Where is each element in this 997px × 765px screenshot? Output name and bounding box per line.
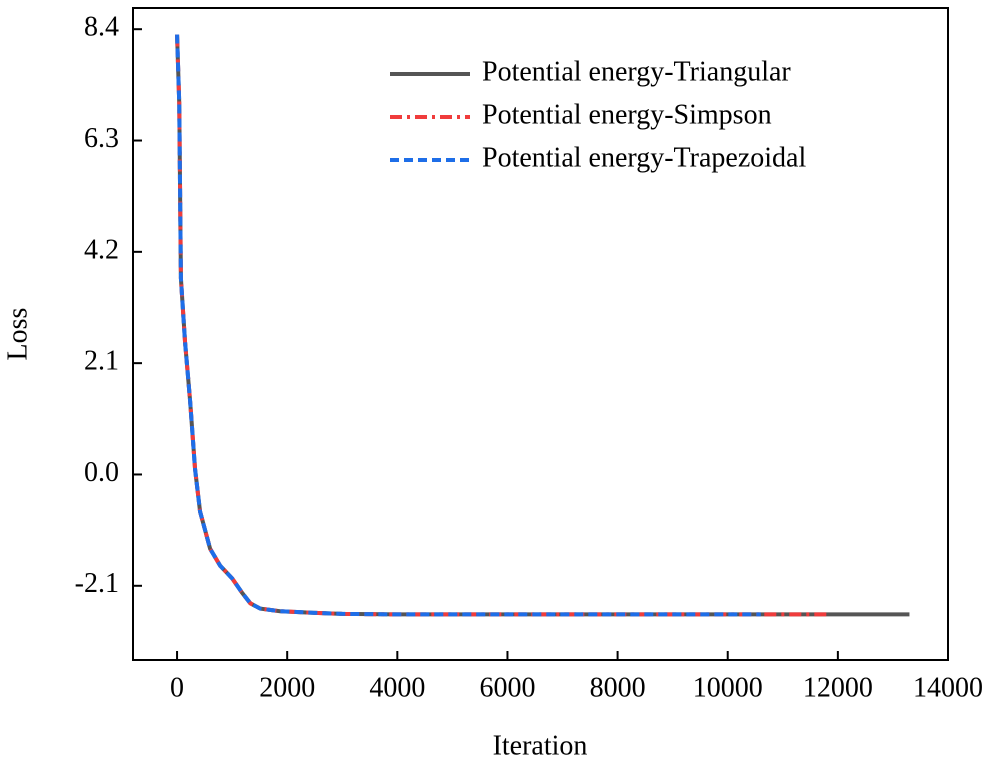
series-line bbox=[175, 34, 761, 617]
y-axis-label: Loss bbox=[2, 308, 33, 361]
y-tick-label: 4.2 bbox=[84, 234, 119, 265]
legend-label: Potential energy-Simpson bbox=[482, 99, 772, 130]
plot-frame bbox=[132, 7, 949, 661]
x-tick-label: 2000 bbox=[259, 672, 315, 703]
x-tick-label: 14000 bbox=[913, 672, 983, 703]
legend-label: Potential energy-Triangular bbox=[482, 56, 791, 87]
y-tick-label: 0.0 bbox=[84, 457, 119, 488]
legend-label: Potential energy-Trapezoidal bbox=[482, 142, 806, 173]
x-tick-label: 4000 bbox=[369, 672, 425, 703]
x-tick-label: 12000 bbox=[803, 672, 873, 703]
x-tick-label: 0 bbox=[170, 672, 184, 703]
y-tick-label: 6.3 bbox=[84, 123, 119, 154]
y-tick-label: -2.1 bbox=[75, 568, 119, 599]
x-tick-label: 10000 bbox=[693, 672, 763, 703]
x-axis-label: Iteration bbox=[493, 730, 588, 761]
y-tick-label: 8.4 bbox=[84, 12, 119, 43]
x-tick-label: 6000 bbox=[479, 672, 535, 703]
y-tick-label: 2.1 bbox=[84, 346, 119, 377]
x-tick-label: 8000 bbox=[590, 672, 646, 703]
